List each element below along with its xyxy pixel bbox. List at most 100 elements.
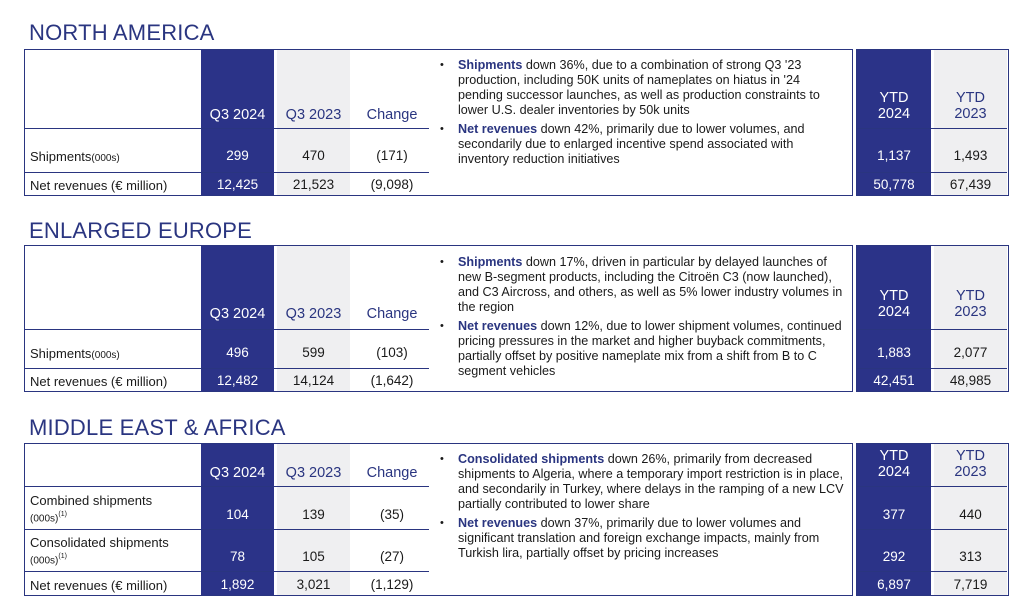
cell-value: 21,523 <box>292 177 335 192</box>
header-ytd-2024: YTD 2024 <box>877 288 911 320</box>
header-ytd-2023: YTD 2023 <box>954 288 987 320</box>
header-q3-2023: Q3 2023 <box>285 465 342 481</box>
section-title: ENLARGED EUROPE <box>29 218 253 243</box>
cell-value: 496 <box>226 345 249 360</box>
main-table: Q3 2024 Q3 2023 Change Shipments(000s) 2… <box>24 49 853 196</box>
q3-2023-column <box>277 246 350 391</box>
header-ytd-2023: YTD 2023 <box>954 90 987 122</box>
bullet-item: • Net revenues down 12%, due to lower shi… <box>440 319 842 378</box>
row-divider <box>857 329 1007 330</box>
row-divider <box>25 529 429 530</box>
header-change: Change <box>366 465 418 481</box>
cell-value: (103) <box>376 345 408 360</box>
row-label: Shipments(000s) <box>30 149 120 165</box>
cell-value: 1,883 <box>877 345 911 360</box>
row-divider <box>25 571 429 572</box>
q3-2023-column <box>277 444 350 595</box>
cell-value: 440 <box>959 507 982 522</box>
header-q3-2023: Q3 2023 <box>285 107 342 123</box>
ytd-2023-column <box>934 246 1007 391</box>
cell-value: 1,493 <box>953 148 988 163</box>
cell-value: (171) <box>376 148 408 163</box>
header-ytd-2024: YTD 2024 <box>877 90 911 122</box>
header-change: Change <box>366 306 418 322</box>
cell-value: 3,021 <box>296 577 331 592</box>
cell-value: 6,897 <box>877 577 911 592</box>
cell-value: 7,719 <box>953 577 988 592</box>
row-divider <box>25 329 429 330</box>
section-enlarged-europe: ENLARGED EUROPE Q3 2024 Q3 2023 Change S… <box>24 218 1009 392</box>
cell-value: 292 <box>882 549 906 564</box>
row-label: Net revenues (€ million) <box>30 374 168 389</box>
cell-value: 377 <box>882 507 906 522</box>
ytd-2024-column <box>857 50 931 195</box>
ytd-2024-column <box>857 246 931 391</box>
row-label: Net revenues (€ million) <box>30 178 168 193</box>
cell-value: 12,482 <box>216 373 259 388</box>
cell-value: (9,098) <box>370 177 414 192</box>
header-ytd-2024: YTD 2024 <box>877 448 911 480</box>
row-divider <box>25 128 429 129</box>
cell-value: 14,124 <box>292 373 335 388</box>
row-divider <box>25 486 429 487</box>
section-title: NORTH AMERICA <box>29 20 215 45</box>
bullet-item: • Net revenues down 37%, primarily due to… <box>440 516 820 560</box>
cell-value: 104 <box>226 507 249 522</box>
q3-2024-column <box>201 246 274 391</box>
cell-value: 470 <box>302 148 325 163</box>
ytd-table: YTD 2024 YTD 2023 1,883 2,077 42,451 48,98… <box>856 245 1009 392</box>
cell-value: 1,892 <box>220 577 255 592</box>
cell-value: 48,985 <box>949 373 992 388</box>
ytd-table: YTD 2024 YTD 2023 1,137 1,493 50,778 67,43… <box>856 49 1009 196</box>
commentary: • Shipments down 17%, driven in particula… <box>435 255 847 383</box>
q3-2023-column <box>277 50 350 195</box>
ytd-2023-column <box>934 444 1007 595</box>
header-ytd-2023: YTD 2023 <box>954 448 987 480</box>
row-divider <box>857 172 1007 173</box>
cell-value: 299 <box>226 148 249 163</box>
section-north-america: NORTH AMERICA Q3 2024 Q3 2023 Change Shi… <box>0 0 1024 200</box>
ytd-2024-column <box>857 444 931 595</box>
cell-value: (1,129) <box>370 577 414 592</box>
cell-value: 50,778 <box>873 177 915 192</box>
bullet-item: • Net revenues down 42%, primarily due to… <box>440 122 805 166</box>
cell-value: (1,642) <box>370 373 414 388</box>
row-label: Net revenues (€ million) <box>30 578 168 593</box>
cell-value: 599 <box>302 345 325 360</box>
row-label: Combined shipments (000s)(1) <box>30 493 153 525</box>
header-q3-2023: Q3 2023 <box>285 306 342 322</box>
cell-value: 139 <box>302 507 325 522</box>
row-label: Shipments(000s) <box>30 346 120 362</box>
row-label: Consolidated shipments (000s)(1) <box>30 535 169 567</box>
row-divider <box>857 486 1007 487</box>
row-divider <box>25 368 429 369</box>
row-divider <box>857 529 1007 530</box>
row-divider <box>857 571 1007 572</box>
row-divider <box>25 172 429 173</box>
cell-value: 67,439 <box>949 177 992 192</box>
cell-value: 1,137 <box>877 148 911 163</box>
cell-value: 105 <box>302 549 325 564</box>
header-q3-2024: Q3 2024 <box>209 465 266 481</box>
ytd-table: YTD 2024 YTD 2023 377 440 292 313 6,897 7,… <box>856 443 1009 596</box>
q3-2024-column <box>201 444 274 595</box>
bullet-item: • Shipments down 17%, driven in particula… <box>440 255 843 314</box>
cell-value: (27) <box>379 549 404 564</box>
cell-value: 12,425 <box>216 177 259 192</box>
row-divider <box>857 368 1007 369</box>
header-q3-2024: Q3 2024 <box>209 306 266 322</box>
bullet-item: • Consolidated shipments down 26%, primar… <box>440 452 844 511</box>
header-q3-2024: Q3 2024 <box>209 107 266 123</box>
main-table: Q3 2024 Q3 2023 Change Combined shipment… <box>24 443 853 596</box>
commentary: • Shipments down 36%, due to a combinatio… <box>435 58 847 171</box>
ytd-2023-column <box>934 50 1007 195</box>
header-change: Change <box>366 107 418 123</box>
cell-value: 2,077 <box>953 345 988 360</box>
cell-value: 42,451 <box>873 373 915 388</box>
commentary: • Consolidated shipments down 26%, primar… <box>435 452 847 565</box>
row-divider <box>857 128 1007 129</box>
cell-value: 78 <box>229 549 246 564</box>
cell-value: (35) <box>379 507 404 522</box>
main-table: Q3 2024 Q3 2023 Change Shipments(000s) 4… <box>24 245 853 392</box>
